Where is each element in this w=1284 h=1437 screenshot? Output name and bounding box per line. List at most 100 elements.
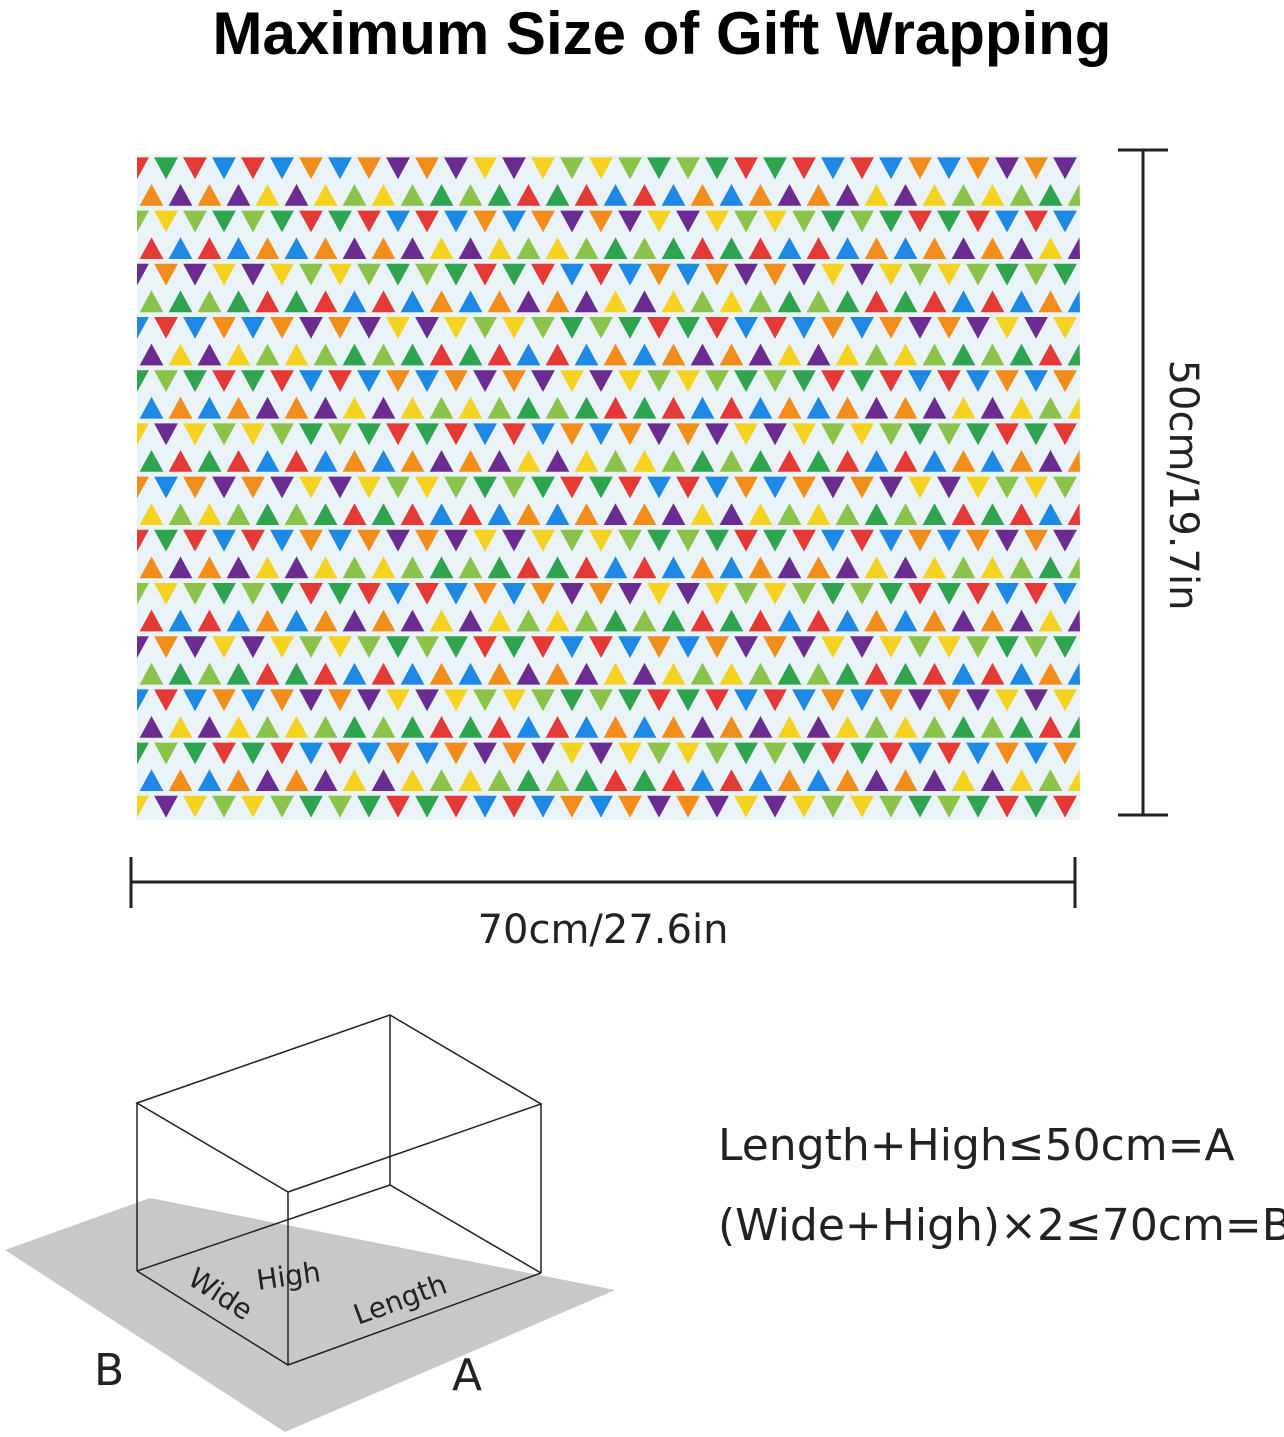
triangle [734, 529, 758, 552]
triangle [661, 396, 686, 419]
triangle [806, 183, 831, 206]
triangle [792, 795, 816, 818]
triangle [850, 795, 874, 818]
triangle [922, 449, 947, 472]
triangle [560, 370, 584, 393]
triangle [966, 423, 990, 446]
triangle [980, 503, 1005, 526]
triangle [545, 183, 570, 206]
triangle [792, 210, 816, 233]
triangle [241, 263, 265, 286]
triangle [850, 742, 874, 765]
triangle [980, 449, 1005, 472]
triangle [313, 396, 338, 419]
triangle [705, 689, 729, 712]
triangle [458, 556, 483, 579]
triangle [429, 343, 454, 366]
triangle [516, 609, 541, 632]
triangle [299, 263, 323, 286]
height-dimension [1118, 148, 1168, 817]
triangle [995, 210, 1019, 233]
triangle [255, 662, 280, 685]
triangle [197, 662, 222, 685]
triangle [661, 769, 686, 792]
triangle [328, 370, 352, 393]
triangle [371, 503, 396, 526]
triangle [879, 636, 903, 659]
triangle [342, 662, 367, 685]
triangle [487, 449, 512, 472]
triangle [284, 343, 309, 366]
triangle [502, 529, 526, 552]
triangle [719, 237, 744, 260]
triangle [183, 423, 207, 446]
triangle [1053, 636, 1077, 659]
triangle [299, 795, 323, 818]
triangle [531, 423, 555, 446]
triangle [763, 316, 787, 339]
triangle [342, 449, 367, 472]
triangle [415, 529, 439, 552]
triangle [1067, 237, 1080, 260]
triangle [473, 263, 497, 286]
triangle [313, 715, 338, 738]
triangle [1024, 689, 1048, 712]
triangle [893, 556, 918, 579]
triangle [995, 689, 1019, 712]
triangle [1024, 263, 1048, 286]
triangle [212, 370, 236, 393]
triangle [676, 582, 700, 605]
triangle [879, 476, 903, 499]
triangle [255, 556, 280, 579]
triangle [386, 636, 410, 659]
triangle [342, 609, 367, 632]
triangle [400, 769, 425, 792]
triangle [850, 423, 874, 446]
triangle [705, 529, 729, 552]
triangle [777, 290, 802, 313]
triangle [589, 529, 613, 552]
triangle [748, 449, 773, 472]
triangle [270, 210, 294, 233]
triangle [908, 263, 932, 286]
triangle [458, 396, 483, 419]
triangle [444, 157, 468, 180]
triangle [806, 715, 831, 738]
triangle [763, 370, 787, 393]
triangle [560, 795, 584, 818]
triangle [1024, 316, 1048, 339]
triangle [980, 769, 1005, 792]
triangle [618, 423, 642, 446]
triangle [444, 210, 468, 233]
triangle [226, 556, 251, 579]
triangle [850, 157, 874, 180]
triangle [255, 237, 280, 260]
triangle [908, 476, 932, 499]
triangle [661, 503, 686, 526]
triangle [893, 715, 918, 738]
triangle [168, 662, 193, 685]
triangle [748, 290, 773, 313]
box-bottom [136, 1270, 542, 1366]
triangle [835, 396, 860, 419]
triangle [313, 343, 338, 366]
triangle [937, 157, 961, 180]
triangle [937, 529, 961, 552]
triangle [1038, 396, 1063, 419]
triangle [531, 476, 555, 499]
triangle [400, 343, 425, 366]
triangle [342, 237, 367, 260]
triangle [183, 529, 207, 552]
triangle [937, 210, 961, 233]
triangle [705, 210, 729, 233]
triangle [763, 636, 787, 659]
triangle [154, 689, 178, 712]
triangle [821, 742, 845, 765]
triangle [415, 636, 439, 659]
triangle [676, 316, 700, 339]
triangle [763, 582, 787, 605]
triangle [183, 157, 207, 180]
triangle [415, 423, 439, 446]
triangle [603, 662, 628, 685]
triangle [371, 237, 396, 260]
